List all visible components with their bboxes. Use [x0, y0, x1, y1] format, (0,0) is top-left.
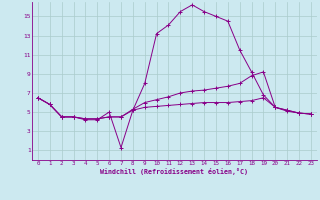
X-axis label: Windchill (Refroidissement éolien,°C): Windchill (Refroidissement éolien,°C): [100, 168, 248, 175]
